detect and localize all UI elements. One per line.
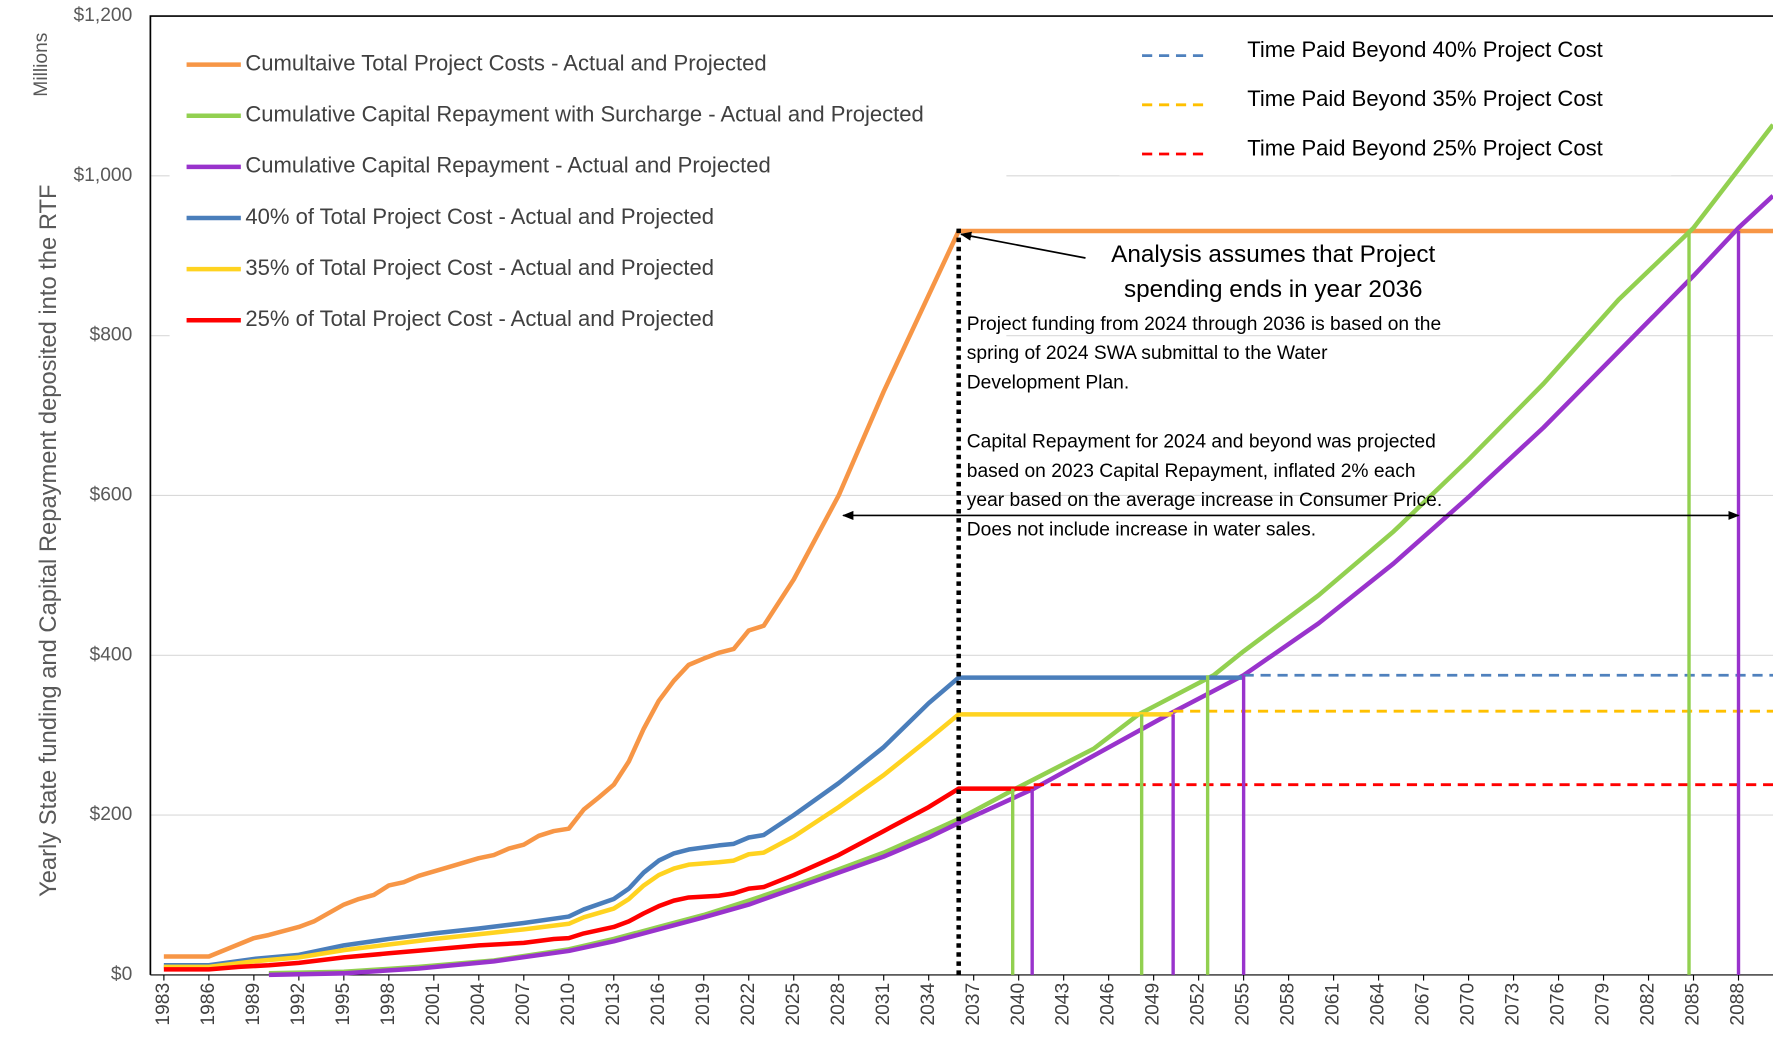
- y-axis-title: Yearly State funding and Capital Repayme…: [36, 184, 62, 896]
- x-tick-label: 1995: [333, 983, 354, 1026]
- x-tick-label: 2037: [963, 983, 984, 1026]
- legend-label: 25% of Total Project Cost - Actual and P…: [245, 306, 714, 331]
- annotation-text: Analysis assumes that Project: [1111, 241, 1435, 268]
- y-tick-label: $800: [90, 325, 133, 346]
- y-tick-label: $0: [111, 964, 132, 985]
- annotation-text: spending ends in year 2036: [1124, 276, 1423, 303]
- note-text: year based on the average increase in Co…: [967, 490, 1442, 511]
- x-tick-label: 2055: [1233, 983, 1254, 1026]
- x-tick-label: 2073: [1503, 983, 1524, 1026]
- x-tick-label: 2046: [1098, 983, 1119, 1026]
- y-unit-label: Millions: [31, 33, 52, 97]
- x-tick-label: 2034: [918, 983, 939, 1026]
- x-tick-label: 1992: [288, 983, 309, 1026]
- note-text: Capital Repayment for 2024 and beyond wa…: [967, 431, 1436, 452]
- legend-box: [169, 34, 1007, 340]
- legend-label: Cumulative Capital Repayment - Actual an…: [245, 153, 770, 178]
- x-tick-label: 2025: [783, 983, 804, 1026]
- note-text: based on 2023 Capital Repayment, inflate…: [967, 461, 1416, 482]
- x-tick-label: 2085: [1683, 983, 1704, 1026]
- series-line: [163, 675, 1244, 968]
- note-text: Development Plan.: [967, 373, 1129, 394]
- overlay: Analysis assumes that Project spending en…: [842, 226, 1740, 975]
- x-tick-label: 2040: [1008, 983, 1029, 1026]
- x-tick-label: 2064: [1368, 983, 1389, 1026]
- y-tick-label: $1,000: [73, 165, 132, 186]
- x-tick-label: 2043: [1053, 983, 1074, 1026]
- legend-label: 40% of Total Project Cost - Actual and P…: [245, 204, 714, 229]
- plot-lines: [163, 123, 1773, 978]
- x-tick-label: 2007: [513, 983, 534, 1026]
- annotation-arrow: [960, 231, 1086, 259]
- x-tick-label: 2013: [603, 983, 624, 1026]
- x-tick-label: 2004: [468, 983, 489, 1026]
- series-line: [163, 712, 1174, 970]
- x-tick-label: 2070: [1458, 983, 1479, 1026]
- x-tick-label: 2088: [1728, 983, 1749, 1026]
- x-tick-label: 2049: [1143, 983, 1164, 1026]
- note-text: spring of 2024 SWA submittal to the Wate…: [967, 343, 1328, 364]
- x-tick-label: 2028: [828, 983, 849, 1026]
- x-tick-label: 2022: [738, 983, 759, 1026]
- series-line: [163, 786, 1034, 972]
- x-tick-label: 2061: [1323, 983, 1344, 1026]
- y-tick-label: $400: [90, 644, 133, 665]
- x-tick-label: 1986: [198, 983, 219, 1026]
- legend-label: Time Paid Beyond 35% Project Cost: [1247, 86, 1603, 111]
- x-tick-label: 2079: [1593, 983, 1614, 1026]
- x-tick-label: 1998: [378, 983, 399, 1026]
- grid: $0 $200 $400 $600 $800 $1,000 $1,200 1983 1986 19…: [31, 5, 1773, 1026]
- x-tick-label: 2067: [1413, 983, 1434, 1026]
- legend-label: Time Paid Beyond 25% Project Cost: [1247, 135, 1603, 160]
- legend-label: Cumulative Capital Repayment with Surcha…: [245, 102, 923, 127]
- series-line: [268, 194, 1773, 978]
- x-tick-label: 2076: [1548, 983, 1569, 1026]
- x-tick-label: 2016: [648, 983, 669, 1026]
- x-tick-label: 2052: [1188, 983, 1209, 1026]
- plot-frame: [149, 15, 1773, 975]
- x-tick-label: 2031: [873, 983, 894, 1026]
- legend-label: Cumultaive Total Project Costs - Actual …: [245, 50, 766, 75]
- legend-label: Time Paid Beyond 40% Project Cost: [1247, 37, 1603, 62]
- note-text: Project funding from 2024 through 2036 i…: [967, 314, 1441, 335]
- x-tick-label: 1989: [243, 983, 264, 1026]
- x-tick-label: 2001: [423, 983, 444, 1026]
- series-line: [163, 228, 1773, 959]
- x-tick-label: 2019: [693, 983, 714, 1026]
- x-tick-label: 2082: [1638, 983, 1659, 1026]
- x-tick-label: 2010: [558, 983, 579, 1026]
- legend-box: [1119, 28, 1672, 176]
- note-text: Does not include increase in water sales…: [967, 520, 1316, 541]
- y-tick-label: $1,200: [73, 5, 132, 26]
- y-tick-label: $200: [90, 804, 133, 825]
- y-tick-label: $600: [90, 485, 133, 506]
- x-tick-label: 1983: [153, 983, 174, 1026]
- legend-label: 35% of Total Project Cost - Actual and P…: [245, 255, 714, 280]
- x-tick-label: 2058: [1278, 983, 1299, 1026]
